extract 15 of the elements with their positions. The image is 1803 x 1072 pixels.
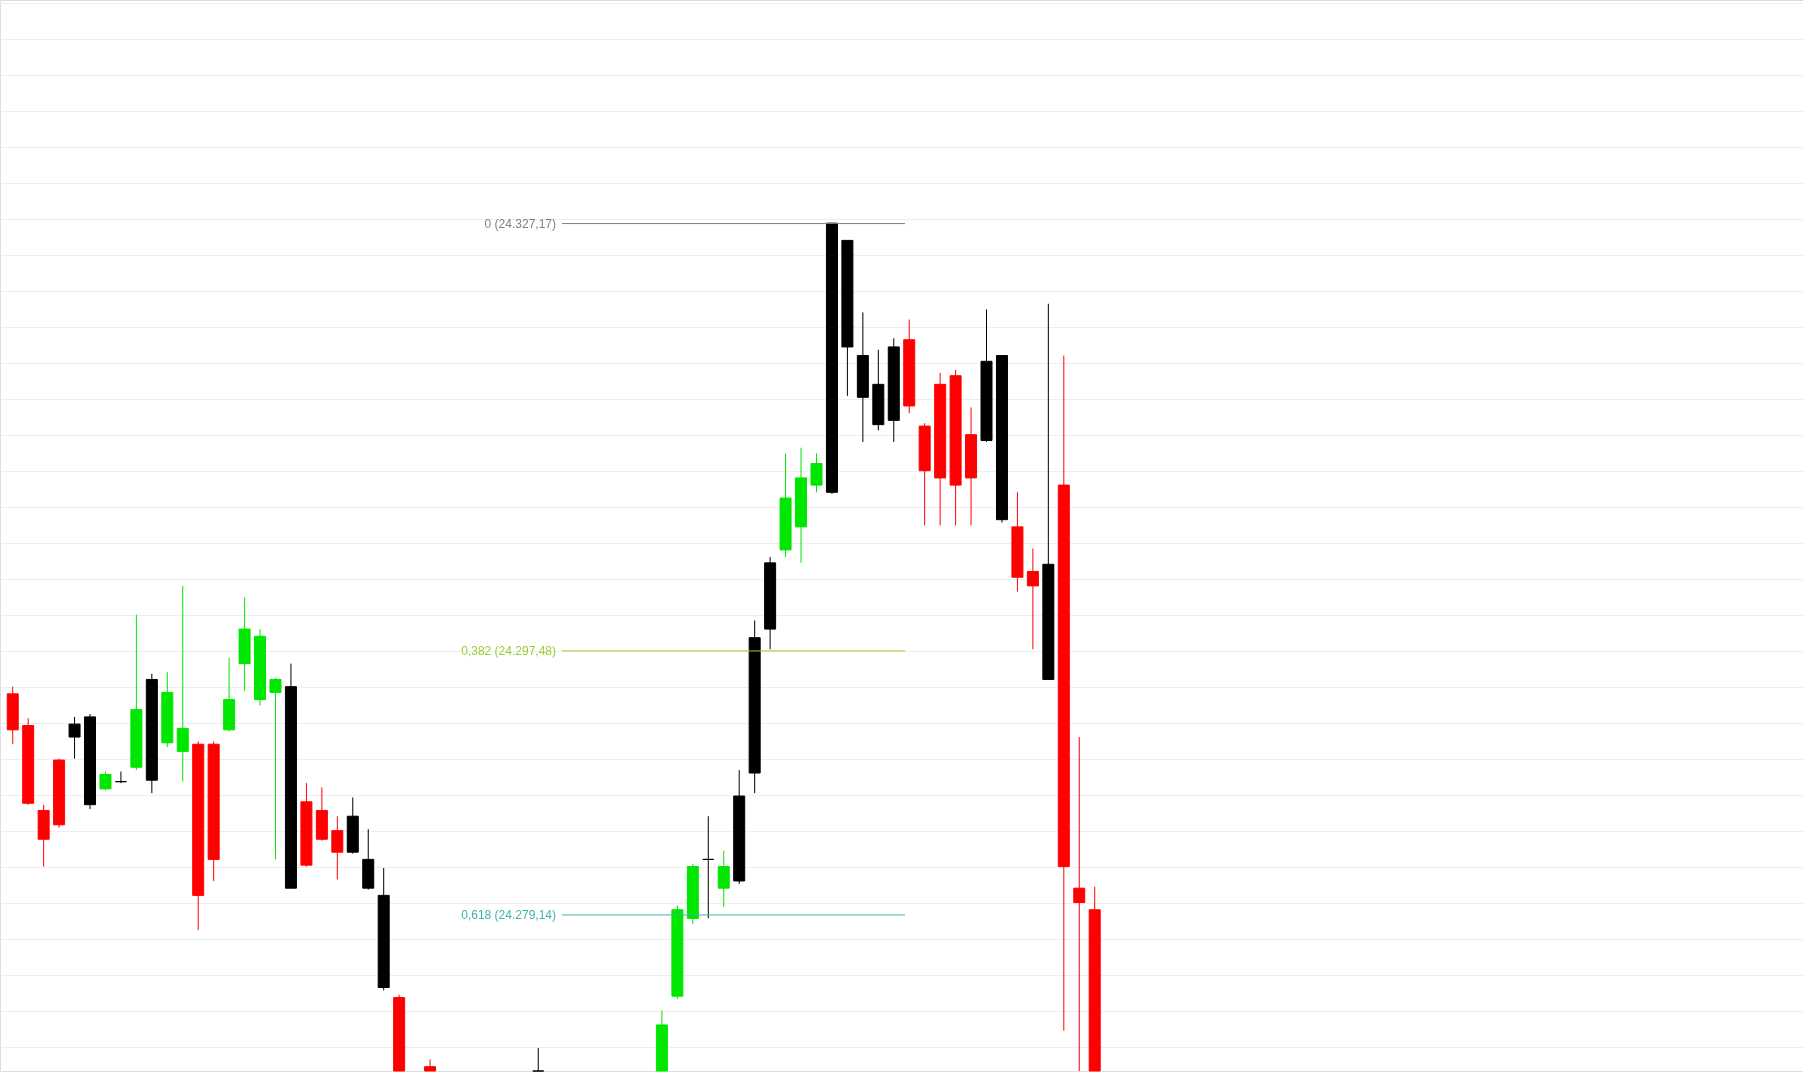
candlestick <box>810 452 823 493</box>
ref-line-label: 0,618 (24.279,14) <box>461 907 556 922</box>
candlestick <box>424 1058 437 1072</box>
candlestick <box>68 716 81 760</box>
ref-line-label: 0 (24.327,17) <box>484 216 556 231</box>
candlestick <box>331 815 344 881</box>
candlestick <box>702 815 715 919</box>
candlestick <box>176 585 189 783</box>
ref-line-label: 0,382 (24.297,48) <box>461 643 556 658</box>
candlestick <box>1026 547 1039 650</box>
candlestick <box>717 850 730 908</box>
candlestick <box>1073 736 1086 1072</box>
candlestick <box>269 677 282 860</box>
candlestick <box>532 1047 545 1072</box>
candlestick <box>114 771 127 784</box>
